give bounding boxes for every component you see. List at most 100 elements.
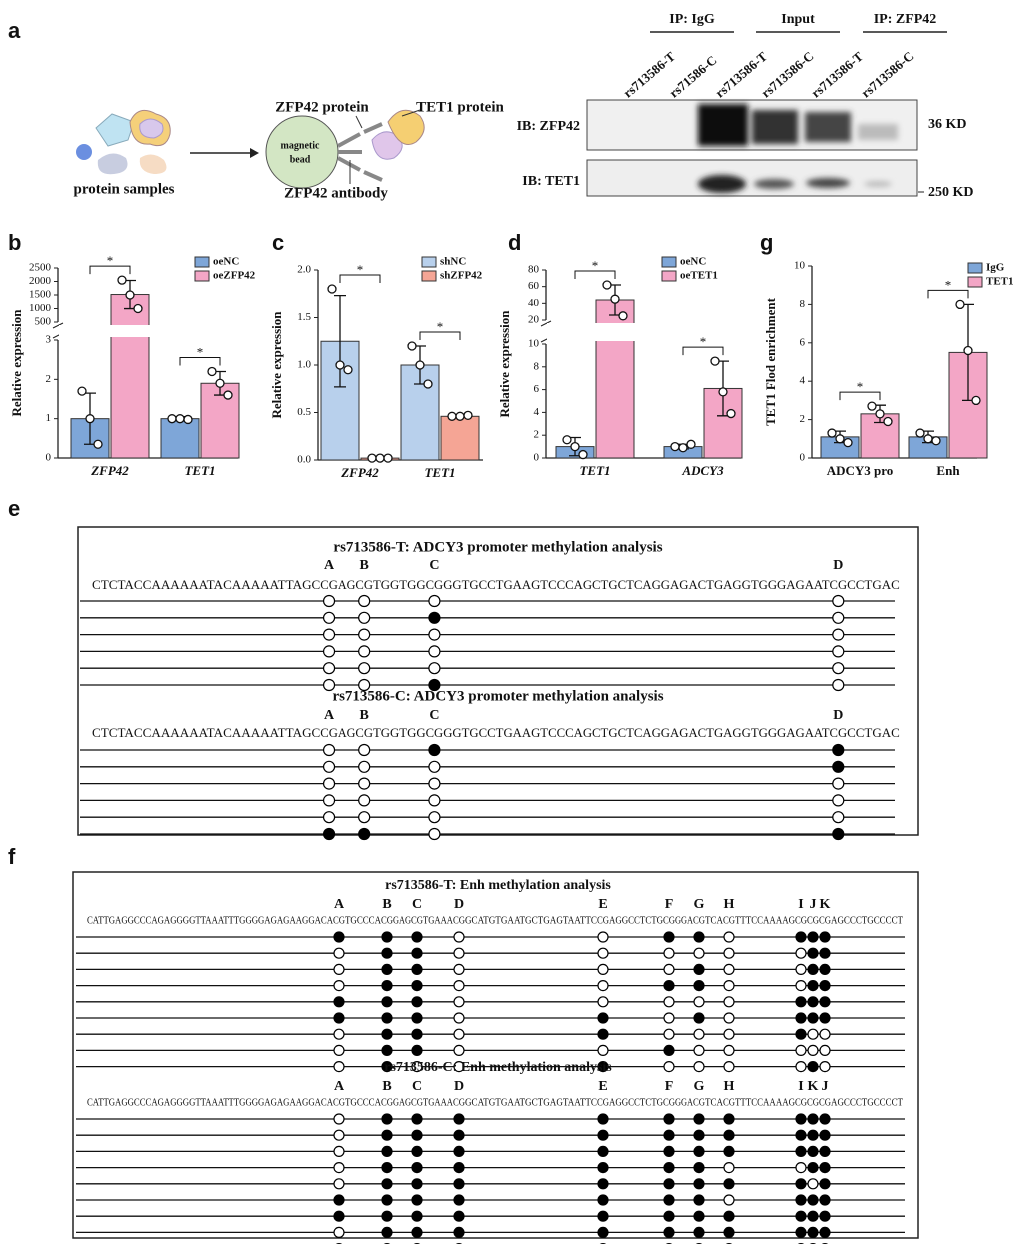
band — [754, 179, 794, 189]
axis-gap — [59, 325, 239, 337]
sequence-segment: CG — [830, 577, 848, 592]
cpg-site — [795, 1012, 807, 1024]
sequence-segment: CG — [807, 915, 819, 926]
cpg-site — [322, 811, 336, 824]
cpg-site — [453, 1226, 465, 1239]
cpg-site — [723, 963, 735, 976]
cpg-site — [428, 794, 441, 807]
significance-bracket — [339, 274, 381, 283]
cpg-site — [807, 996, 819, 1008]
cpg-site — [333, 1194, 345, 1206]
panel-label: f — [8, 844, 16, 869]
cpg-site — [322, 628, 336, 641]
y-tick-label: 2 — [534, 429, 540, 441]
cpg-site — [663, 979, 675, 992]
cpg-site — [428, 594, 441, 608]
sequence-segment: TGGTGG — [373, 725, 426, 740]
site-label: K — [820, 897, 831, 912]
site-label: C — [429, 708, 439, 723]
cpg-site — [333, 1012, 345, 1024]
significance-label: * — [357, 262, 364, 277]
y-axis-label: Relative expression — [9, 309, 24, 417]
y-tick-label: 8 — [800, 298, 806, 310]
sequence-segment: AGGCCTCTG — [609, 1097, 663, 1108]
cpg-site — [819, 1145, 831, 1158]
data-point — [578, 449, 588, 460]
cpg-site — [428, 811, 441, 824]
cpg-site — [693, 996, 705, 1008]
sequence-segment: AGCCCTGCCCCT — [831, 915, 903, 926]
sequence-segment: CG — [320, 725, 338, 740]
sequence-segment: CG — [795, 1097, 807, 1108]
cpg-site — [832, 794, 845, 807]
panel-label: d — [508, 230, 521, 255]
data-point — [610, 294, 620, 304]
cpg-site — [819, 1012, 831, 1024]
cpg-site — [322, 645, 336, 658]
legend-label: oeZFP42 — [213, 270, 256, 282]
legend-label: oeNC — [213, 256, 239, 268]
cpg-site — [663, 1161, 675, 1174]
cpg-site — [453, 996, 465, 1008]
band — [858, 124, 898, 140]
y-tick-label: 10 — [528, 338, 540, 350]
sequence-segment: CG — [597, 915, 609, 926]
cpg-site — [411, 1194, 423, 1206]
y-tick-label: 60 — [528, 280, 540, 292]
y-tick-label: 20 — [528, 314, 540, 326]
cpg-site — [333, 996, 345, 1008]
diagram-title: rs713586-T: ADCY3 promoter methylation a… — [333, 539, 662, 555]
cpg-site — [381, 1194, 393, 1206]
cpg-site — [411, 1226, 423, 1239]
sequence-segment: CG — [693, 1097, 705, 1108]
y-tick-label: 1000 — [29, 302, 52, 314]
cpg-site — [333, 979, 345, 992]
band — [752, 110, 798, 144]
cpg-site — [428, 827, 441, 841]
cpg-site — [663, 1060, 675, 1073]
site-label: K — [808, 1079, 819, 1094]
cpg-site — [819, 931, 831, 943]
data-point — [415, 360, 425, 370]
diagram-title: rs713586-C: Enh methylation analysis — [384, 1060, 612, 1075]
cpg-site — [807, 1044, 819, 1057]
band — [805, 112, 851, 142]
site-label: D — [454, 897, 464, 912]
cpg-site — [322, 794, 336, 807]
cpg-site — [832, 827, 845, 841]
sequence-segment: CG — [411, 915, 423, 926]
cpg-site — [322, 611, 336, 624]
cpg-site — [428, 760, 441, 773]
site-label: E — [598, 897, 607, 912]
cpg-site — [832, 760, 845, 773]
cpg-site — [693, 947, 705, 959]
cpg-site — [663, 963, 675, 976]
cpg-site — [381, 1145, 393, 1158]
cpg-site — [663, 1129, 675, 1141]
site-label: B — [360, 708, 369, 723]
site-label: F — [665, 1079, 674, 1094]
cpg-site — [819, 947, 831, 959]
cpg-site — [723, 1210, 735, 1222]
sequence-segment: CTCTACCAAAAAATACAAAAATTAGC — [92, 577, 320, 592]
cpg-site — [819, 1178, 831, 1190]
data-point — [175, 414, 185, 424]
data-point — [455, 411, 465, 421]
pointer — [355, 115, 363, 129]
cpg-site — [597, 1210, 609, 1222]
cpg-site — [333, 1161, 345, 1174]
cpg-site — [795, 1060, 807, 1073]
data-point — [383, 453, 393, 463]
data-point — [343, 365, 353, 375]
cpg-site — [411, 963, 423, 976]
cpg-site — [322, 594, 336, 608]
legend-swatch — [194, 270, 210, 282]
x-tick-label: TET1 — [579, 463, 610, 478]
sequence-segment: CG — [381, 915, 393, 926]
panel-box — [72, 871, 919, 1239]
sequence-segment: GAG — [393, 1097, 411, 1108]
blot-group-label: IP: ZFP42 — [874, 12, 937, 27]
cpg-site — [723, 1028, 735, 1040]
data-point — [923, 434, 933, 444]
cpg-site — [381, 996, 393, 1008]
